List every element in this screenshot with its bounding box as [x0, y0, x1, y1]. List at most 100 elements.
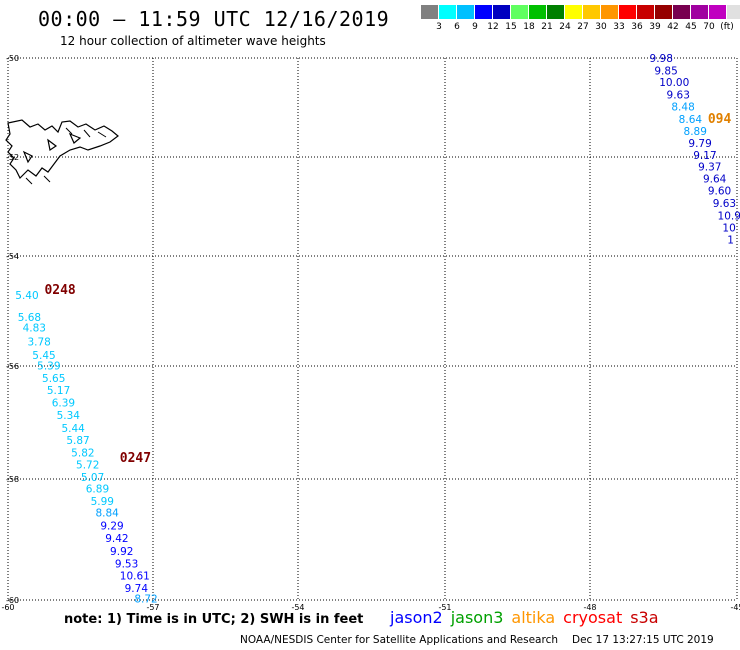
- track-time-labels: 0248 0247 094: [44, 112, 731, 466]
- legend-swatch: [673, 5, 691, 19]
- wave-height-value: 1: [727, 234, 734, 246]
- altimeter-tracks: 5.40 5.684.833.78 5.455.395.655.176.395.34…: [15, 53, 740, 606]
- legend-label: 27: [577, 22, 589, 32]
- legend-swatches: [421, 5, 740, 19]
- lon-tick-label: -51: [438, 603, 451, 612]
- wave-height-value: 9.29: [100, 521, 123, 533]
- wave-height-value: 5.17: [47, 385, 70, 397]
- legend-swatch: [511, 5, 529, 19]
- wave-height-value: 3.78: [27, 336, 50, 348]
- wave-height-value: 9.98: [650, 53, 673, 65]
- wave-height-value: 9.63: [713, 198, 736, 210]
- satellite-name: jason2: [390, 608, 443, 627]
- legend-swatch: [727, 5, 740, 19]
- wave-height-value: 6.39: [52, 398, 75, 410]
- legend-swatch: [529, 5, 547, 19]
- page-subtitle: 12 hour collection of altimeter wave hei…: [60, 34, 326, 48]
- satellite-name: altika: [511, 608, 556, 627]
- legend-swatch: [439, 5, 457, 19]
- wave-height-value: 10.9: [718, 211, 740, 223]
- generated-timestamp: Dec 17 13:27:15 UTC 2019: [572, 634, 714, 646]
- lat-tick-label: -58: [6, 475, 19, 484]
- legend-label: 3: [436, 22, 442, 32]
- satellite-name: s3a: [630, 608, 659, 627]
- wave-height-value: 5.72: [76, 459, 99, 471]
- legend-swatch: [565, 5, 583, 19]
- lat-tick-label: -54: [6, 252, 19, 261]
- wave-height-value: 8.48: [671, 102, 694, 114]
- legend-label: 33: [613, 22, 625, 32]
- credit-line: NOAA/NESDIS Center for Satellite Applica…: [240, 634, 714, 646]
- legend-labels: 3 6 9 12 15 18 21 24 27 30 33 36 39 42 45 70 (ft): [430, 22, 740, 32]
- track-time-label: 0248: [44, 283, 75, 298]
- satellite-legend: jason2 jason3 altika cryosat s3a: [390, 608, 667, 627]
- wave-height-value: 5.45: [32, 350, 55, 362]
- color-legend: 3 6 9 12 15 18 21 24 27 30 33 36 39 42 45 70 (ft): [421, 5, 740, 32]
- legend-swatch: [691, 5, 709, 19]
- wave-height-value: 5.87: [66, 435, 89, 447]
- page-title: 00:00 – 11:59 UTC 12/16/2019: [38, 7, 390, 31]
- coastline-falkland-islands: [5, 119, 119, 185]
- wave-height-value: 5.44: [61, 423, 85, 435]
- wave-height-value: 9.17: [693, 150, 716, 162]
- satellite-name: jason3: [450, 608, 504, 627]
- legend-swatch: [637, 5, 655, 19]
- wave-height-value: 10: [722, 222, 735, 234]
- legend-label: 42: [667, 22, 679, 32]
- legend-swatch: [583, 5, 601, 19]
- wave-height-value: 5.40: [15, 290, 38, 302]
- legend-swatch: [709, 5, 727, 19]
- lat-tick-label: -56: [6, 362, 19, 371]
- wave-height-value: 8.64: [679, 114, 703, 126]
- wave-height-value: 5.07: [81, 472, 104, 484]
- lon-tick-label: -45: [730, 603, 740, 612]
- legend-swatch: [457, 5, 475, 19]
- track-time-label: 094: [708, 112, 732, 127]
- wave-height-value: 9.64: [703, 174, 727, 186]
- wave-height-value: 9.42: [105, 533, 128, 545]
- legend-swatch: [475, 5, 493, 19]
- footer-note: note: 1) Time is in UTC; 2) SWH is in fe…: [64, 612, 364, 627]
- legend-label: 45: [685, 22, 697, 32]
- falkland-islands-detail: [25, 127, 107, 185]
- wave-height-value: 10.61: [120, 570, 150, 582]
- legend-label: 18: [523, 22, 535, 32]
- legend-swatch: [619, 5, 637, 19]
- legend-label: 15: [505, 22, 517, 32]
- falkland-islands-outline: [5, 119, 119, 180]
- wave-height-value: 4.83: [23, 323, 46, 335]
- wave-height-value: 5.99: [91, 496, 114, 508]
- wave-height-value: 6.89: [86, 484, 109, 496]
- legend-label: 24: [559, 22, 571, 32]
- lon-tick-label: -54: [291, 603, 304, 612]
- credit-text: NOAA/NESDIS Center for Satellite Applica…: [240, 634, 558, 646]
- wave-height-value: 8.89: [684, 126, 707, 138]
- lon-tick-label: -48: [583, 603, 596, 612]
- legend-label: 12: [487, 22, 499, 32]
- wave-height-value: 9.37: [698, 162, 721, 174]
- legend-label: 6: [454, 22, 460, 32]
- legend-swatch: [601, 5, 619, 19]
- wave-height-value: 10.00: [659, 77, 689, 89]
- legend-label: 36: [631, 22, 643, 32]
- legend-label: (ft): [720, 22, 734, 32]
- wave-height-value: 9.74: [125, 583, 149, 595]
- legend-swatch: [493, 5, 511, 19]
- lat-tick-label: -60: [6, 596, 19, 605]
- map-grid: [7, 57, 738, 601]
- wave-height-value: 9.60: [708, 186, 731, 198]
- legend-swatch: [421, 5, 439, 19]
- track-time-label: 0247: [120, 451, 151, 466]
- wave-height-value: 9.53: [115, 558, 138, 570]
- wave-height-value: 5.34: [57, 410, 81, 422]
- lon-tick-label: -60: [1, 603, 14, 612]
- legend-label: 70: [703, 22, 715, 32]
- wave-height-value: 5.82: [71, 447, 94, 459]
- legend-swatch: [547, 5, 565, 19]
- satellite-name: cryosat: [563, 608, 623, 627]
- legend-label: 9: [472, 22, 478, 32]
- wave-height-value: 5.39: [37, 361, 60, 373]
- legend-label: 30: [595, 22, 607, 32]
